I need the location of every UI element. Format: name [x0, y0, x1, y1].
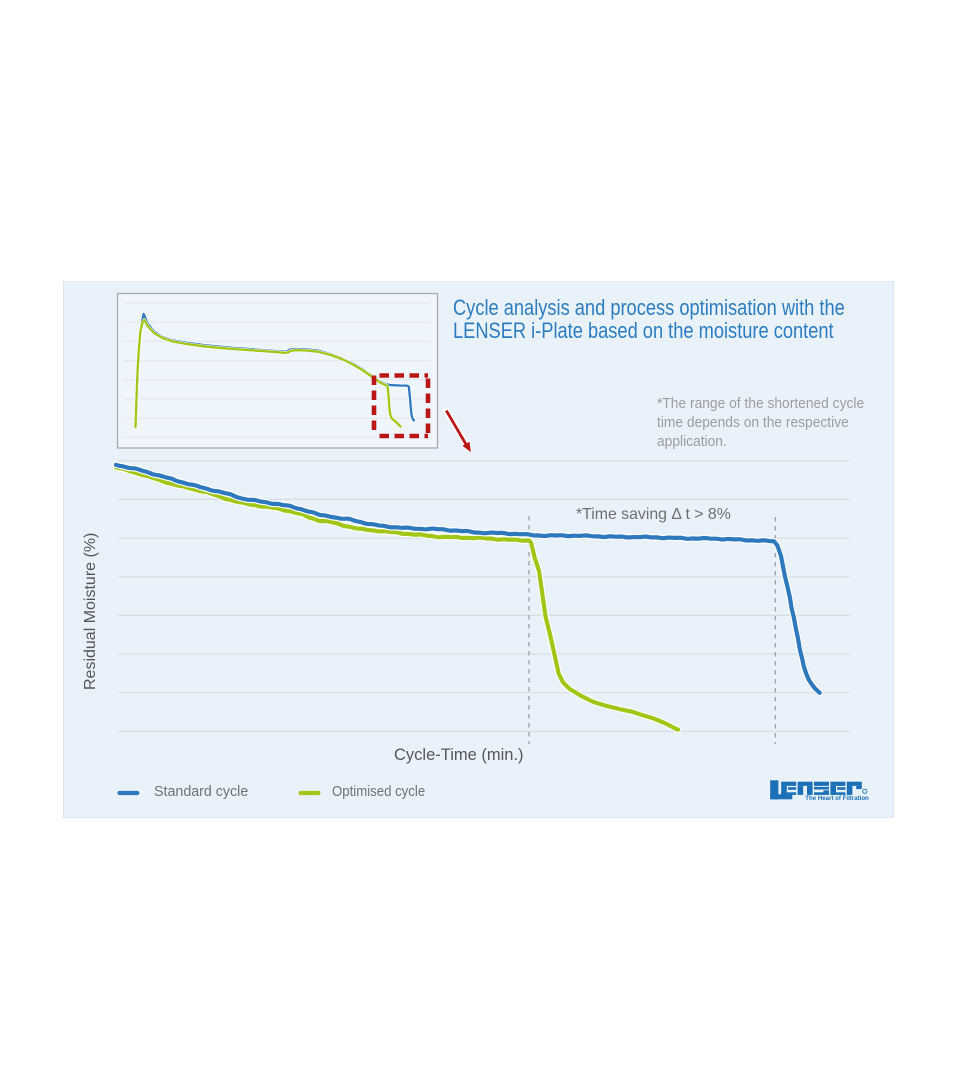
svg-text:The Heart of Filtration: The Heart of Filtration: [805, 795, 869, 802]
